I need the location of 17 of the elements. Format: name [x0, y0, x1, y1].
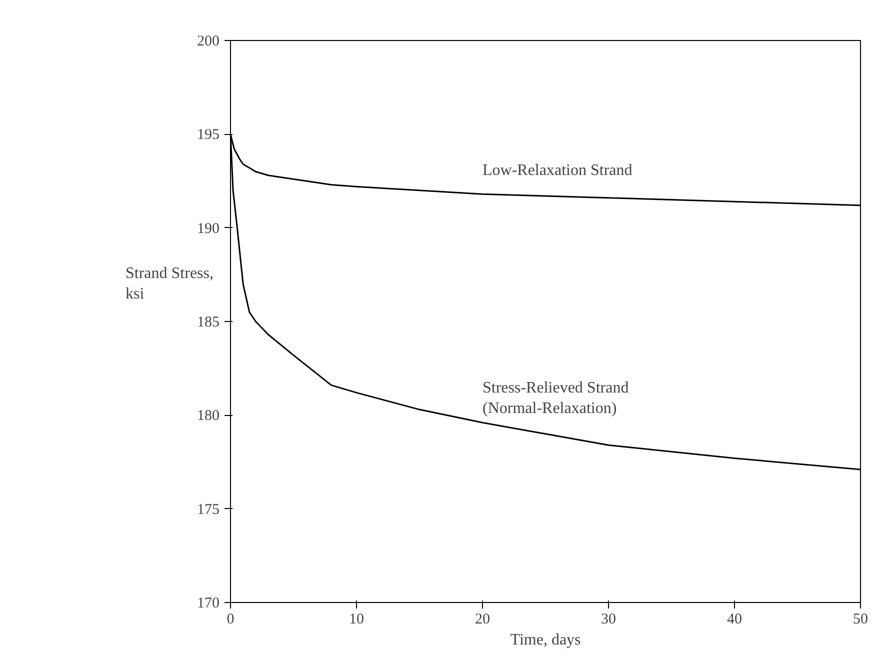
x-tick-label: 0 — [226, 612, 234, 628]
y-axis-title: Strand Stress, ksi — [126, 265, 214, 302]
series-label: Stress-Relieved Strand (Normal-Relaxation) — [482, 380, 629, 418]
y-tick-label: 195 — [197, 127, 220, 144]
series-label: Low-Relaxation Strand — [482, 162, 632, 180]
y-tick-label: 190 — [197, 220, 220, 237]
x-tick-label: 10 — [349, 612, 364, 628]
y-tick-label: 200 — [197, 34, 220, 50]
y-tick-label: 170 — [197, 596, 220, 612]
x-tick-label: 50 — [853, 612, 868, 628]
y-tick-label: 180 — [197, 408, 220, 424]
y-tick-label: 185 — [197, 314, 220, 330]
x-tick-label: 40 — [727, 612, 742, 628]
x-axis-title: Time, days — [510, 632, 581, 648]
x-tick-label: 20 — [475, 612, 490, 628]
x-tick-label: 30 — [601, 612, 616, 628]
y-tick-label: 175 — [197, 502, 220, 518]
